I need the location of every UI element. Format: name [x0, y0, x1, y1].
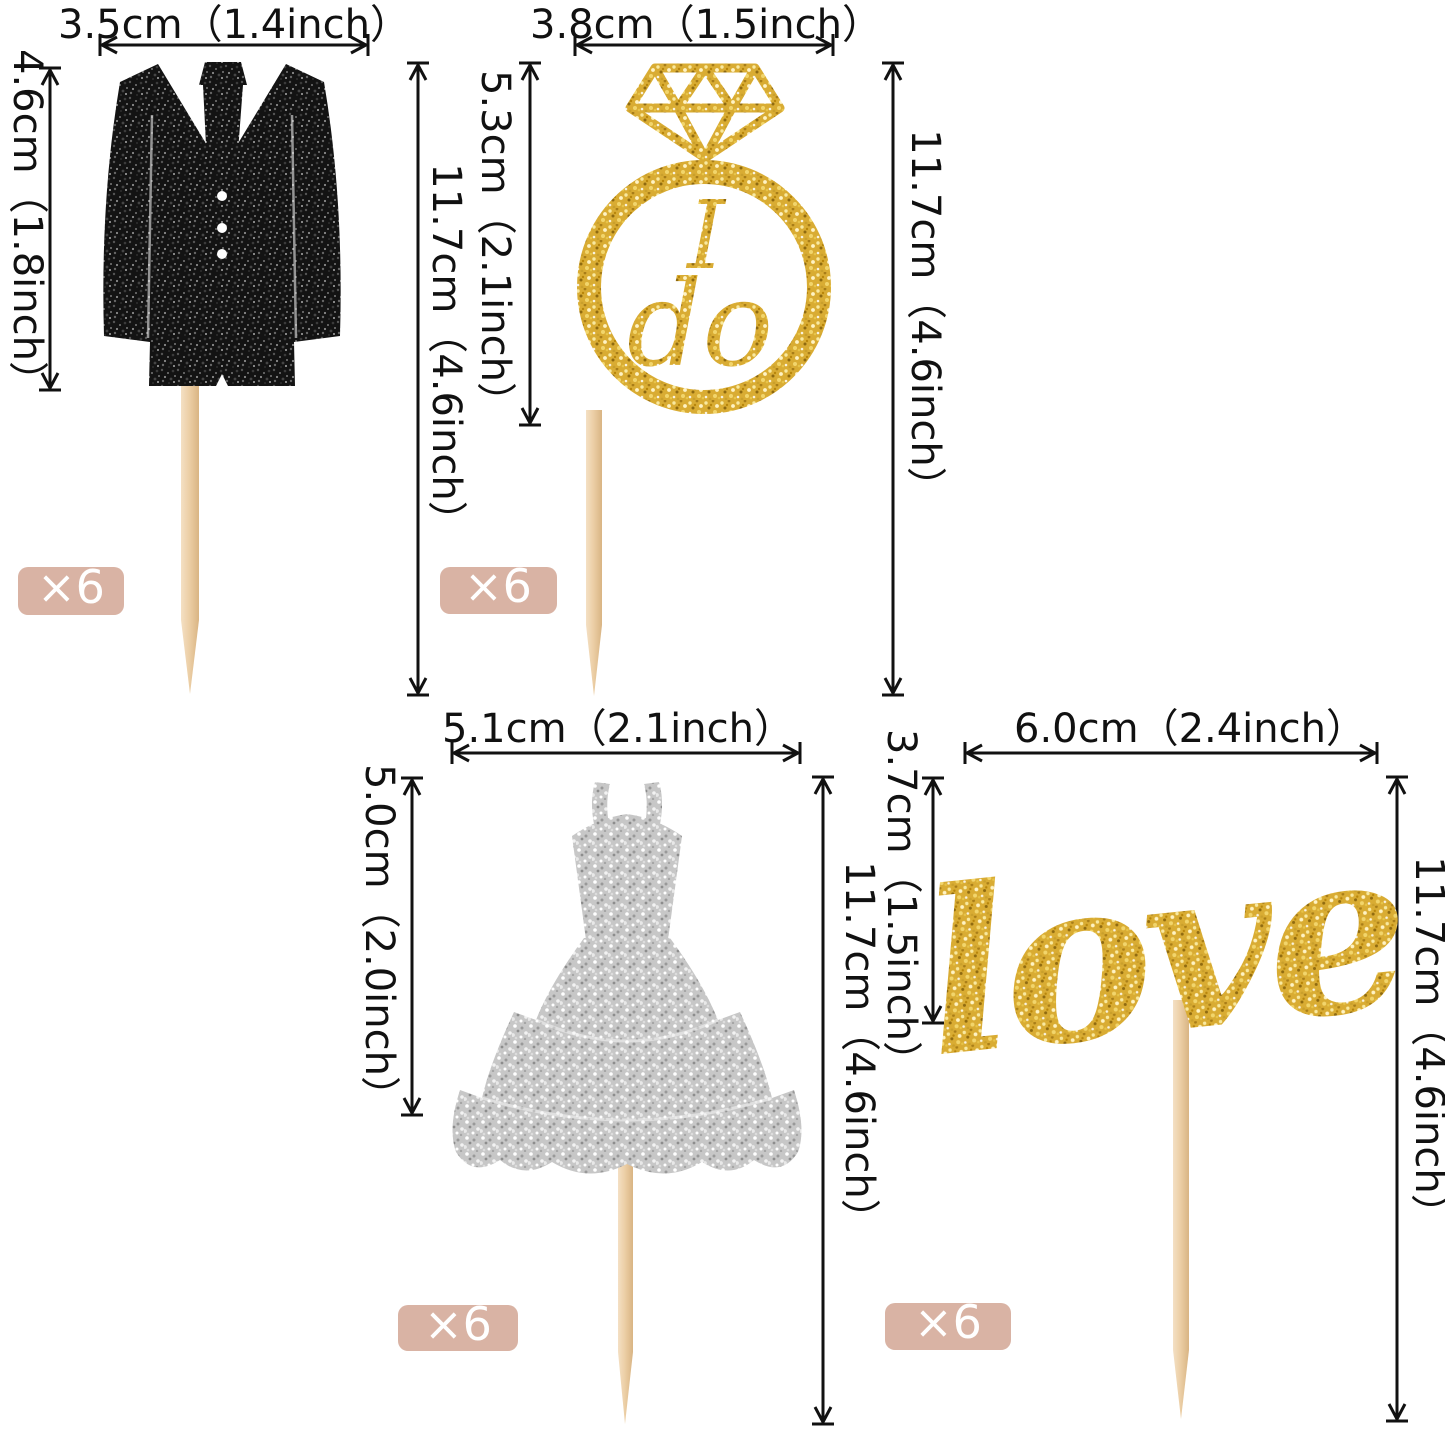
- love-text: love: [912, 796, 1414, 1108]
- quantity-badge-love: ×6: [885, 1295, 1011, 1350]
- ring-total-height-arrow: [882, 61, 904, 697]
- ring-height-label: 5.3cm（2.1inch）: [472, 70, 518, 422]
- button: [217, 249, 227, 259]
- love-toothpick: [1173, 1000, 1189, 1419]
- ring-graphic: I do: [577, 63, 831, 414]
- dress-width-label: 5.1cm（2.1inch）: [442, 706, 794, 752]
- ring-width-arrow: [573, 34, 835, 56]
- dress-graphic: [452, 782, 802, 1174]
- love-height-label: 3.7cm（1.5inch）: [878, 729, 924, 1081]
- button: [217, 191, 227, 201]
- svg-text:×6: ×6: [37, 560, 105, 614]
- quantity-badge-dress: ×6: [398, 1297, 518, 1351]
- love-width-arrow: [963, 742, 1379, 764]
- tuxedo-graphic: [103, 62, 341, 386]
- love-graphic: love: [912, 796, 1414, 1108]
- dress-height-arrow: [401, 776, 423, 1117]
- tuxedo-height-label: 4.6cm（1.8inch）: [4, 49, 50, 401]
- svg-text:×6: ×6: [464, 559, 532, 613]
- tie: [199, 62, 247, 85]
- svg-text:×6: ×6: [424, 1297, 492, 1351]
- quantity-badge-tuxedo: ×6: [18, 560, 124, 615]
- love-height-arrow: [922, 776, 944, 1025]
- love-total-height-arrow: [1386, 775, 1408, 1423]
- tuxedo-total-height-arrow: [407, 61, 429, 697]
- tuxedo-width-label: 3.5cm（1.4inch）: [58, 2, 410, 48]
- button: [217, 223, 227, 233]
- dress-height-label: 5.0cm（2.0inch）: [356, 764, 402, 1116]
- svg-text:×6: ×6: [914, 1295, 982, 1349]
- ring-total-height-label: 11.7cm（4.6inch）: [902, 129, 948, 506]
- ring-text-do: do: [627, 255, 774, 393]
- quantity-badge-ring: ×6: [440, 559, 557, 614]
- love-width-label: 6.0cm（2.4inch）: [1014, 706, 1366, 752]
- dress-width-arrow: [450, 742, 802, 764]
- tuxedo-height-arrow: [39, 66, 61, 392]
- ring-height-arrow: [519, 61, 541, 427]
- ring-toothpick: [586, 410, 602, 696]
- ring-text-i: I: [685, 181, 727, 291]
- dress-toothpick: [618, 1140, 633, 1424]
- tuxedo-width-arrow: [98, 34, 370, 56]
- dress-total-height-arrow: [812, 775, 834, 1426]
- tuxedo-total-height-label: 11.7cm（4.6inch）: [423, 163, 469, 540]
- dress-total-height-label: 11.7cm（4.6inch）: [836, 861, 882, 1238]
- diamond-icon: [625, 63, 785, 163]
- love-total-height-label: 11.7cm（4.6inch）: [1406, 856, 1445, 1233]
- tuxedo-toothpick: [181, 385, 199, 694]
